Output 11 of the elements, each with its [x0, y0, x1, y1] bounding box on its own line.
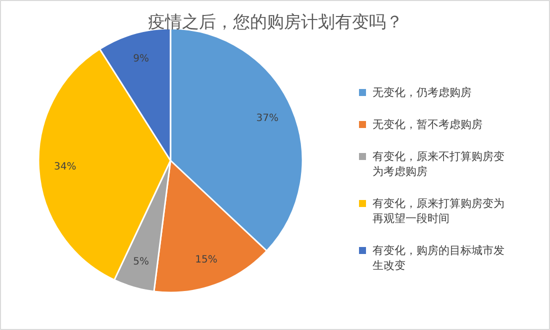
legend-label: 无变化，暂不考虑购房	[372, 118, 482, 131]
data-label: 37%	[256, 113, 279, 124]
data-label: 34%	[54, 162, 76, 173]
legend-label: 无变化，仍考虑购房	[372, 86, 472, 99]
legend-label: 有变化，原来不打算购房变为考虑购房	[372, 150, 504, 178]
chart-title: 疫情之后，您的购房计划有变吗？	[148, 12, 403, 32]
data-label: 9%	[133, 54, 149, 65]
data-label: 5%	[133, 256, 149, 268]
legend-label: 有变化，购房的目标城市发生改变	[372, 244, 504, 272]
data-label: 15%	[195, 254, 218, 266]
legend-label: 有变化，原来打算购房变为再观望一段时间	[372, 197, 504, 225]
